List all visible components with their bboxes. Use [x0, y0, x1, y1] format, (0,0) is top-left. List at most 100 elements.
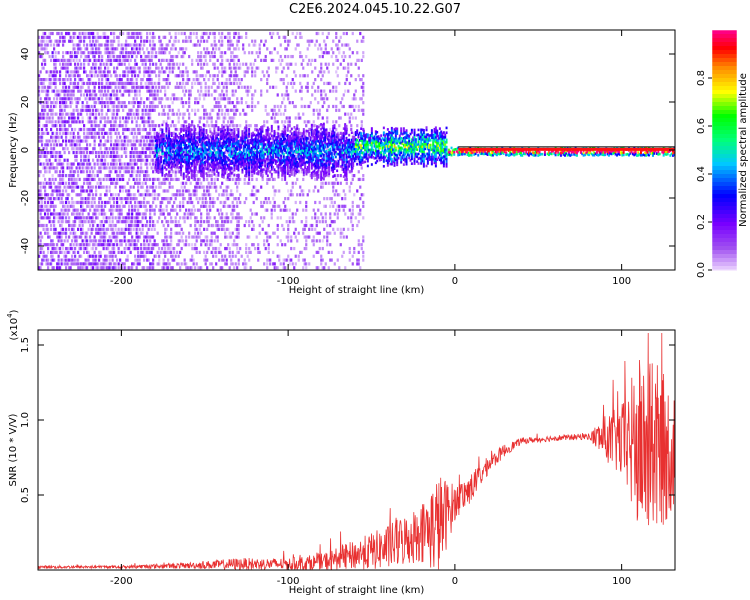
noise-cell: [72, 243, 75, 247]
noise-cell: [111, 104, 114, 109]
noise-cell: [90, 216, 93, 220]
noise-cell: [203, 250, 206, 254]
noise-cell: [104, 124, 107, 128]
noise-cell: [195, 216, 198, 220]
noise-cell: [116, 154, 119, 158]
noise-cell: [81, 266, 84, 270]
noise-cell: [233, 158, 236, 162]
noise-cell: [128, 108, 131, 112]
noise-cell: [78, 143, 81, 147]
noise-cell: [134, 93, 137, 97]
noise-cell: [95, 227, 98, 231]
noise-cell: [167, 74, 170, 78]
noise-cell: [101, 185, 104, 189]
noise-cell: [204, 243, 207, 247]
noise-cell: [80, 158, 83, 162]
noise-cell: [234, 112, 237, 116]
noise-cell: [282, 127, 285, 132]
noise-cell: [41, 131, 44, 135]
noise-cell: [116, 116, 119, 120]
noise-cell: [177, 97, 180, 101]
noise-cell: [72, 70, 75, 74]
noise-cell: [62, 89, 65, 93]
noise-cell: [207, 51, 210, 55]
noise-cell: [53, 70, 56, 74]
noise-cell: [144, 158, 147, 162]
noise-cell: [312, 254, 315, 258]
noise-cell: [140, 78, 143, 82]
noise-cell: [45, 131, 48, 135]
noise-cell: [191, 243, 194, 247]
noise-cell: [258, 250, 261, 254]
noise-cell: [50, 239, 53, 243]
noise-cell: [332, 227, 335, 231]
noise-cell: [267, 223, 270, 228]
noise-cell: [69, 97, 72, 101]
noise-cell: [228, 35, 231, 39]
noise-cell: [72, 116, 75, 120]
noise-cell: [185, 47, 188, 51]
noise-cell: [123, 43, 126, 47]
noise-cell: [219, 54, 222, 59]
noise-cell: [120, 85, 123, 89]
noise-cell: [119, 31, 122, 36]
noise-cell: [119, 189, 122, 193]
noise-cell: [231, 204, 234, 208]
noise-cell: [137, 254, 140, 258]
noise-cell: [75, 104, 78, 109]
noise-cell: [105, 39, 108, 43]
noise-cell: [243, 200, 246, 205]
noise-cell: [227, 108, 230, 112]
noise-cell: [50, 204, 53, 208]
noise-cell: [273, 120, 276, 124]
noise-cell: [146, 89, 149, 93]
noise-cell: [203, 47, 206, 51]
noise-cell: [248, 104, 251, 109]
noise-cell: [51, 174, 54, 178]
noise-cell: [98, 112, 101, 116]
noise-cell: [207, 70, 210, 74]
noise-cell: [188, 243, 191, 247]
noise-cell: [105, 131, 108, 135]
noise-cell: [297, 116, 300, 120]
noise-cell: [48, 81, 51, 86]
noise-cell: [128, 93, 131, 97]
noise-cell: [236, 81, 239, 86]
noise-cell: [156, 220, 159, 224]
noise-cell: [188, 104, 191, 109]
noise-cell: [282, 262, 285, 266]
noise-cell: [93, 89, 96, 93]
noise-cell: [245, 250, 248, 254]
noise-cell: [117, 62, 120, 66]
noise-cell: [114, 254, 117, 258]
noise-cell: [62, 131, 65, 135]
noise-cell: [50, 39, 53, 43]
noise-cell: [159, 170, 162, 174]
noise-cell: [65, 174, 68, 178]
noise-cell: [42, 208, 45, 212]
noise-cell: [128, 81, 131, 86]
noise-cell: [69, 131, 72, 135]
noise-cell: [276, 216, 279, 220]
noise-cell: [174, 193, 177, 197]
noise-cell: [50, 193, 53, 197]
noise-cell: [104, 93, 107, 97]
noise-cell: [156, 231, 159, 235]
noise-cell: [42, 101, 45, 105]
noise-cell: [273, 262, 276, 266]
noise-cell: [65, 85, 68, 89]
noise-cell: [120, 101, 123, 105]
noise-cell: [59, 231, 62, 235]
noise-cell: [161, 47, 164, 51]
noise-cell: [147, 97, 150, 101]
noise-cell: [66, 51, 69, 55]
noise-cell: [92, 62, 95, 66]
noise-cell: [209, 116, 212, 120]
noise-cell: [50, 120, 53, 124]
noise-cell: [117, 147, 120, 151]
noise-cell: [192, 177, 195, 182]
noise-cell: [183, 258, 186, 262]
noise-cell: [71, 181, 74, 185]
noise-cell: [317, 74, 320, 78]
noise-cell: [75, 258, 78, 262]
